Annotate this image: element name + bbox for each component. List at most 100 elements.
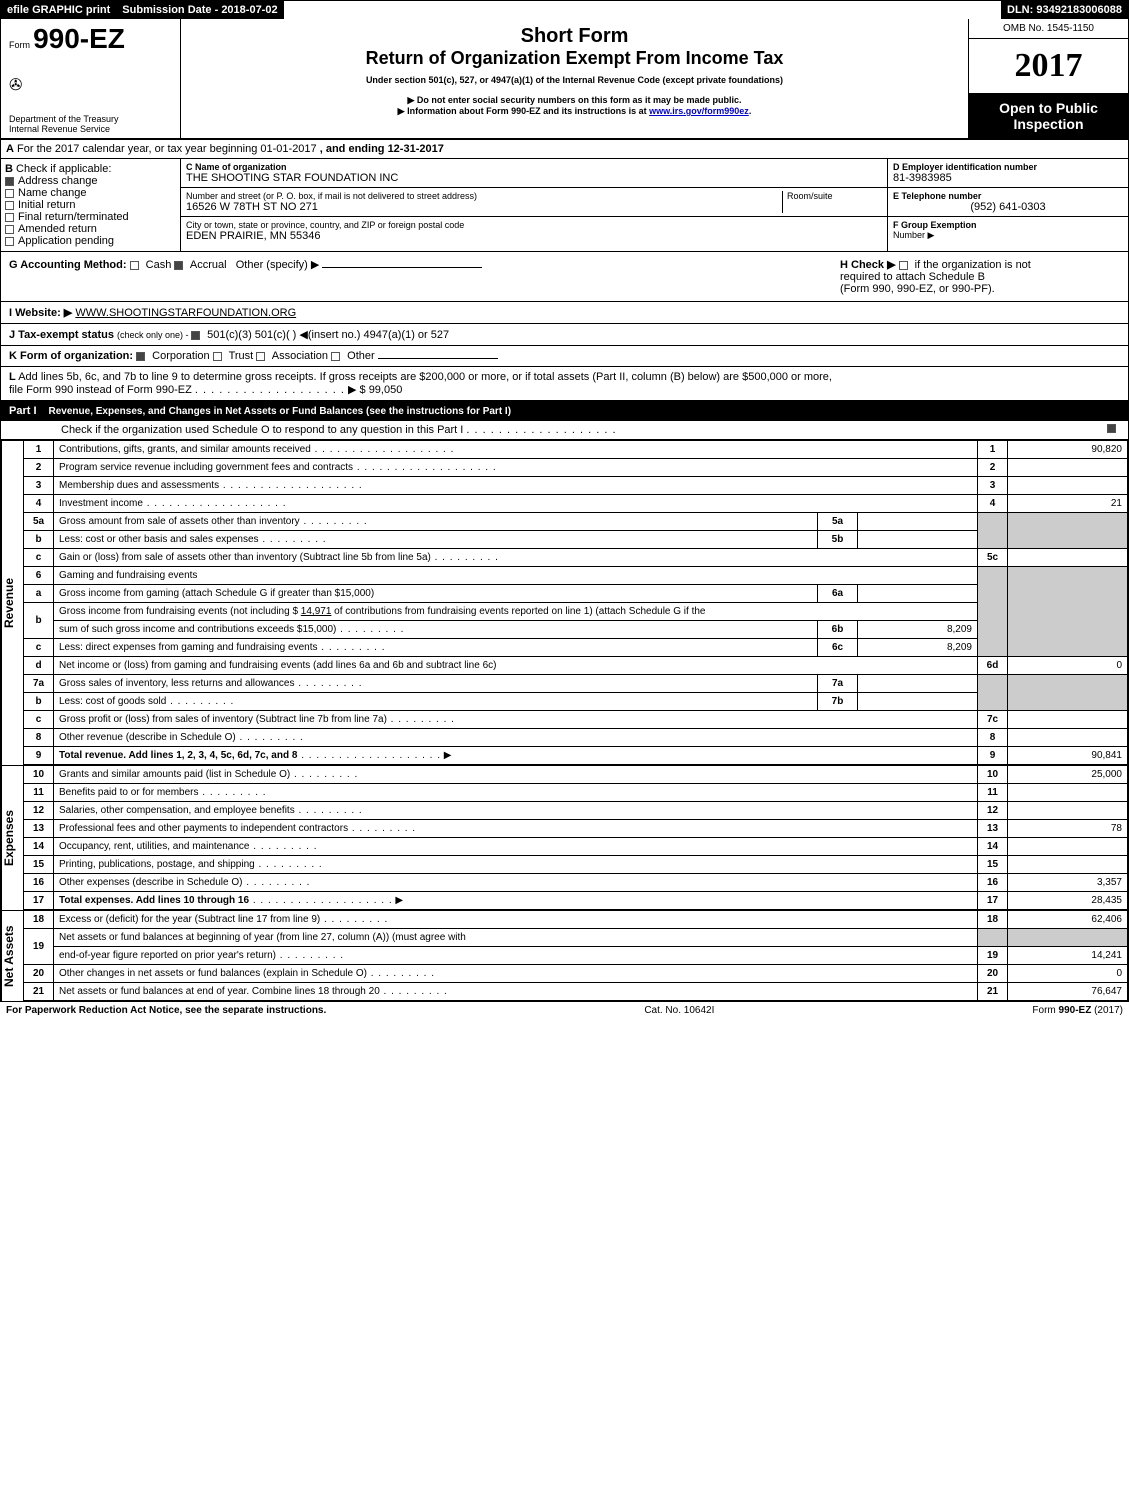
- open-public-2: Inspection: [975, 116, 1122, 132]
- open-public-1: Open to Public: [975, 100, 1122, 116]
- cb-cash[interactable]: [130, 261, 139, 270]
- dln-label: DLN: 93492183006088: [1001, 1, 1128, 19]
- accounting-method-label: G Accounting Method:: [9, 259, 127, 271]
- section-l: L Add lines 5b, 6c, and 7b to line 9 to …: [1, 367, 1128, 401]
- cb-label-address: Address change: [18, 175, 98, 187]
- footer-form-year: (2017): [1091, 1005, 1123, 1016]
- group-exemption-number: Number ▶: [893, 230, 1123, 241]
- line-10: 10Grants and similar amounts paid (list …: [24, 766, 1128, 784]
- tax-year: 2017: [969, 39, 1128, 94]
- cb-final-return[interactable]: [5, 213, 14, 222]
- no-ssn-warning: ▶ Do not enter social security numbers o…: [187, 95, 962, 106]
- net-assets-table: 18Excess or (deficit) for the year (Subt…: [23, 910, 1128, 1001]
- line-7b: bLess: cost of goods sold7b: [24, 693, 1128, 711]
- cb-initial-return[interactable]: [5, 201, 14, 210]
- catalog-number: Cat. No. 10642I: [644, 1005, 714, 1016]
- line-11: 11Benefits paid to or for members11: [24, 784, 1128, 802]
- cb-other-org[interactable]: [331, 352, 340, 361]
- line-5c: cGain or (loss) from sale of assets othe…: [24, 549, 1128, 567]
- corp-label: Corporation: [152, 350, 209, 362]
- line-6c: cLess: direct expenses from gaming and f…: [24, 639, 1128, 657]
- line-6d: dNet income or (loss) from gaming and fu…: [24, 657, 1128, 675]
- part1-header: Part I Revenue, Expenses, and Changes in…: [1, 401, 1128, 421]
- k-label: K Form of organization:: [9, 350, 133, 362]
- expenses-side-label: Expenses: [1, 765, 23, 910]
- line-9: 9Total revenue. Add lines 1, 2, 3, 4, 5c…: [24, 747, 1128, 765]
- street-value: 16526 W 78TH ST NO 271: [186, 201, 782, 213]
- net-assets-section: Net Assets 18Excess or (deficit) for the…: [1, 910, 1128, 1001]
- org-name-label: C Name of organization: [186, 162, 882, 172]
- line-4: 4Investment income421: [24, 495, 1128, 513]
- revenue-table: 1Contributions, gifts, grants, and simil…: [23, 440, 1128, 765]
- section-gh: G Accounting Method: Cash Accrual Other …: [1, 252, 1128, 302]
- cb-label-pending: Application pending: [18, 235, 114, 247]
- section-i: I Website: ▶ WWW.SHOOTINGSTARFOUNDATION.…: [1, 302, 1128, 324]
- website-label: I Website: ▶: [9, 307, 72, 319]
- cb-address-change[interactable]: [5, 177, 14, 186]
- cb-corporation[interactable]: [136, 352, 145, 361]
- assoc-label: Association: [272, 350, 328, 362]
- h-text1: if the organization is not: [915, 259, 1031, 271]
- line-7a: 7aGross sales of inventory, less returns…: [24, 675, 1128, 693]
- cb-trust[interactable]: [213, 352, 222, 361]
- under-section: Under section 501(c), 527, or 4947(a)(1)…: [187, 75, 962, 85]
- section-k: K Form of organization: Corporation Trus…: [1, 346, 1128, 367]
- form-number: 990-EZ: [33, 23, 125, 54]
- section-b: B Check if applicable: Address change Na…: [1, 159, 181, 251]
- irs-label: Internal Revenue Service: [9, 124, 172, 134]
- l-label: L: [9, 371, 16, 383]
- section-j: J Tax-exempt status (check only one) - 5…: [1, 324, 1128, 346]
- cb-name-change[interactable]: [5, 189, 14, 198]
- cb-schedule-o[interactable]: [1107, 424, 1116, 433]
- part1-label: Part I: [9, 405, 37, 417]
- trust-label: Trust: [229, 350, 254, 362]
- section-bcdef: B Check if applicable: Address change Na…: [1, 159, 1128, 252]
- line-19-2: end-of-year figure reported on prior yea…: [24, 947, 1128, 965]
- line-15: 15Printing, publications, postage, and s…: [24, 856, 1128, 874]
- form-title: Return of Organization Exempt From Incom…: [187, 48, 962, 69]
- cb-label-name: Name change: [18, 187, 87, 199]
- schedule-o-check-text: Check if the organization used Schedule …: [61, 424, 463, 436]
- cb-amended-return[interactable]: [5, 225, 14, 234]
- line-21: 21Net assets or fund balances at end of …: [24, 983, 1128, 1001]
- cb-application-pending[interactable]: [5, 237, 14, 246]
- part1-title: Revenue, Expenses, and Changes in Net As…: [49, 406, 512, 417]
- section-a: A For the 2017 calendar year, or tax yea…: [1, 140, 1128, 159]
- line-14: 14Occupancy, rent, utilities, and mainte…: [24, 838, 1128, 856]
- info-prefix: ▶ Information about Form 990-EZ and its …: [398, 106, 649, 116]
- expenses-table: 10Grants and similar amounts paid (list …: [23, 765, 1128, 910]
- ein-label: D Employer identification number: [893, 162, 1123, 172]
- group-exemption-label: F Group Exemption: [893, 220, 1123, 230]
- cb-association[interactable]: [256, 352, 265, 361]
- street-label: Number and street (or P. O. box, if mail…: [186, 191, 782, 201]
- cb-schedule-b[interactable]: [899, 261, 908, 270]
- form-header: Form 990-EZ ✇ Department of the Treasury…: [1, 19, 1128, 140]
- j-text: (check only one) -: [117, 330, 191, 340]
- efile-print-button[interactable]: efile GRAPHIC print: [1, 1, 116, 19]
- line-5b: bLess: cost or other basis and sales exp…: [24, 531, 1128, 549]
- line-17: 17Total expenses. Add lines 10 through 1…: [24, 892, 1128, 910]
- h-label: H Check ▶: [840, 259, 896, 271]
- page-footer: For Paperwork Reduction Act Notice, see …: [0, 1002, 1129, 1019]
- form-prefix: Form: [9, 40, 30, 50]
- other-org-label: Other: [347, 350, 375, 362]
- cb-label-amended: Amended return: [18, 223, 97, 235]
- h-text2: required to attach Schedule B: [840, 271, 985, 283]
- line-18: 18Excess or (deficit) for the year (Subt…: [24, 911, 1128, 929]
- part1-check-line: Check if the organization used Schedule …: [1, 421, 1128, 440]
- j-label: J Tax-exempt status: [9, 329, 114, 341]
- line-19-1: 19Net assets or fund balances at beginni…: [24, 929, 1128, 947]
- form-990ez-page: efile GRAPHIC print Submission Date - 20…: [0, 0, 1129, 1002]
- section-c: C Name of organization THE SHOOTING STAR…: [181, 159, 888, 251]
- line-3: 3Membership dues and assessments3: [24, 477, 1128, 495]
- tax-year-begin: For the 2017 calendar year, or tax year …: [17, 143, 317, 155]
- cb-501c3[interactable]: [191, 331, 200, 340]
- cb-accrual[interactable]: [174, 261, 183, 270]
- line-20: 20Other changes in net assets or fund ba…: [24, 965, 1128, 983]
- form-instructions-link[interactable]: www.irs.gov/form990ez: [649, 106, 749, 116]
- dept-treasury: Department of the Treasury: [9, 114, 172, 124]
- expenses-section: Expenses 10Grants and similar amounts pa…: [1, 765, 1128, 910]
- line-16: 16Other expenses (describe in Schedule O…: [24, 874, 1128, 892]
- submission-date: Submission Date - 2018-07-02: [116, 1, 283, 19]
- phone-value: (952) 641-0303: [893, 201, 1123, 213]
